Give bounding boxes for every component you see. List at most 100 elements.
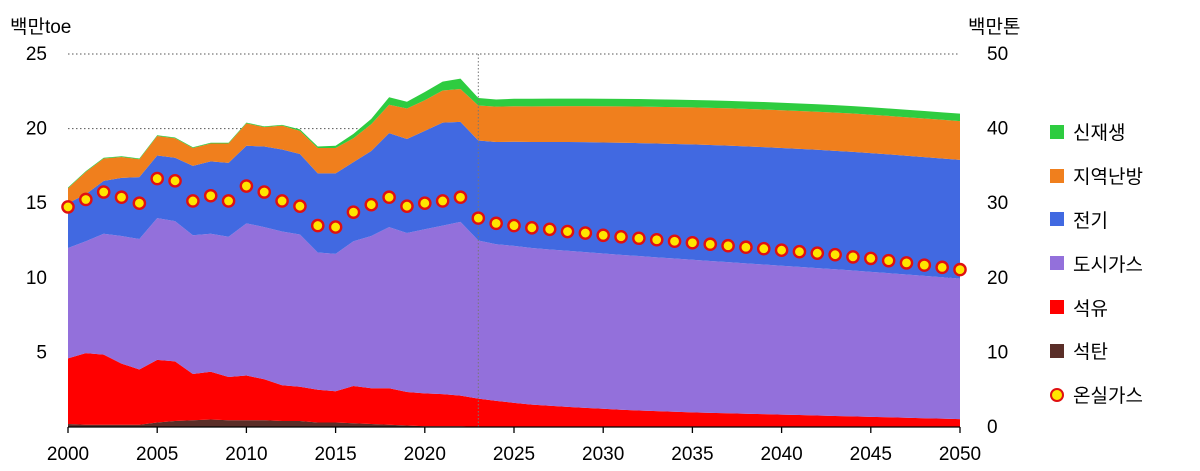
ghg-point bbox=[614, 229, 628, 244]
ghg-point bbox=[328, 220, 343, 234]
ghg-point bbox=[346, 205, 361, 219]
y-left-tick-label: 25 bbox=[26, 44, 47, 65]
ghg-point bbox=[293, 199, 307, 213]
ghg-point bbox=[525, 221, 539, 235]
x-tick-label: 2015 bbox=[314, 444, 356, 465]
legend-label: 온실가스 bbox=[1073, 386, 1143, 408]
stacked-areas bbox=[68, 78, 960, 427]
ghg-point bbox=[61, 200, 75, 214]
ghg-point bbox=[721, 238, 735, 253]
area-series bbox=[68, 218, 960, 420]
area-series bbox=[68, 353, 960, 427]
ghg-point bbox=[471, 211, 486, 225]
ghg-point bbox=[810, 246, 825, 260]
ghg-point bbox=[435, 194, 450, 208]
ghg-point bbox=[596, 228, 611, 243]
ghg-point bbox=[310, 218, 325, 233]
ghg-point bbox=[953, 262, 967, 277]
y-left-tick-label: 20 bbox=[26, 119, 47, 140]
y-left-tick-label: 15 bbox=[26, 193, 47, 214]
ghg-point bbox=[239, 179, 254, 193]
ghg-point bbox=[168, 174, 182, 188]
ghg-point bbox=[649, 232, 664, 247]
x-tick-label: 2050 bbox=[939, 444, 981, 465]
y-right-tick-label: 30 bbox=[987, 193, 1008, 214]
area-series bbox=[68, 78, 960, 189]
ghg-point bbox=[881, 253, 896, 268]
ghg-point bbox=[417, 196, 432, 210]
ghg-point bbox=[935, 260, 949, 275]
ghg-point bbox=[79, 192, 93, 207]
ghg-point bbox=[186, 194, 200, 208]
legend-item: 석유 bbox=[1050, 285, 1143, 329]
legend-item: 온실가스 bbox=[1050, 373, 1143, 417]
y-right-tick-label: 10 bbox=[987, 342, 1008, 363]
y-right-tick-label: 40 bbox=[987, 119, 1008, 140]
area-series bbox=[68, 121, 960, 279]
area-series bbox=[68, 89, 960, 204]
ghg-markers bbox=[61, 171, 967, 277]
ghg-point bbox=[203, 188, 218, 203]
ghg-point bbox=[96, 185, 111, 199]
left-axis-unit: 백만toe bbox=[10, 17, 72, 38]
legend-item: 석탄 bbox=[1050, 329, 1143, 373]
ghg-point bbox=[400, 199, 414, 213]
x-tick-label: 2040 bbox=[760, 444, 802, 465]
ghg-point bbox=[382, 190, 396, 205]
ghg-point bbox=[257, 185, 272, 199]
legend-label: 도시가스 bbox=[1073, 254, 1143, 276]
legend-item: 신재생 bbox=[1050, 110, 1143, 154]
axes: 2000 2005 2010 2015 2020 2025 2030 2035 2040 2045… bbox=[26, 44, 1008, 465]
ghg-point bbox=[846, 250, 860, 264]
ghg-point bbox=[792, 244, 807, 259]
legend-label: 석유 bbox=[1073, 298, 1108, 320]
legend-item: 지역난방 bbox=[1050, 154, 1143, 198]
x-tick-label: 2025 bbox=[493, 444, 535, 465]
legend-label: 지역난방 bbox=[1073, 167, 1143, 189]
legend-swatch bbox=[1050, 212, 1064, 227]
ghg-point bbox=[132, 196, 147, 210]
legend-swatch bbox=[1050, 343, 1064, 358]
legend-label: 신재생 bbox=[1073, 123, 1126, 145]
ghg-point bbox=[899, 256, 914, 270]
x-tick-label: 2000 bbox=[47, 444, 89, 465]
y-left-tick-label: 5 bbox=[36, 342, 47, 363]
y-right-tick-label: 50 bbox=[987, 44, 1008, 65]
ghg-point bbox=[275, 194, 289, 208]
legend-item: 도시가스 bbox=[1050, 241, 1143, 285]
y-right-tick-label: 0 bbox=[987, 417, 998, 438]
ghg-point bbox=[221, 194, 236, 208]
x-tick-label: 2020 bbox=[404, 444, 446, 465]
x-tick-label: 2045 bbox=[850, 444, 892, 465]
legend-swatch bbox=[1050, 300, 1064, 315]
ghg-point bbox=[917, 258, 932, 272]
legend-swatch bbox=[1050, 256, 1064, 271]
x-tick-label: 2010 bbox=[225, 444, 267, 465]
ghg-point bbox=[578, 226, 593, 240]
legend-label: 석탄 bbox=[1073, 342, 1108, 364]
ghg-point bbox=[703, 237, 718, 252]
ghg-point bbox=[507, 218, 521, 233]
legend-marker-icon bbox=[1050, 387, 1064, 402]
ghg-point bbox=[560, 224, 575, 239]
ghg-point bbox=[632, 231, 646, 246]
ghg-point bbox=[864, 251, 878, 266]
ghg-point bbox=[756, 241, 771, 256]
ghg-point bbox=[685, 235, 700, 250]
x-tick-label: 2035 bbox=[671, 444, 713, 465]
legend-swatch bbox=[1050, 124, 1064, 139]
x-tick-label: 2005 bbox=[136, 444, 178, 465]
ghg-point bbox=[489, 216, 503, 231]
y-right-tick-label: 20 bbox=[987, 268, 1008, 289]
x-tick-label: 2030 bbox=[582, 444, 624, 465]
legend-item: 전기 bbox=[1050, 198, 1143, 242]
ghg-point bbox=[828, 247, 842, 262]
right-axis-unit: 백만톤 bbox=[968, 17, 1021, 38]
ghg-point bbox=[364, 197, 379, 212]
ghg-point bbox=[150, 171, 164, 186]
y-left-tick-label: 10 bbox=[26, 268, 47, 289]
ghg-point bbox=[667, 234, 682, 249]
